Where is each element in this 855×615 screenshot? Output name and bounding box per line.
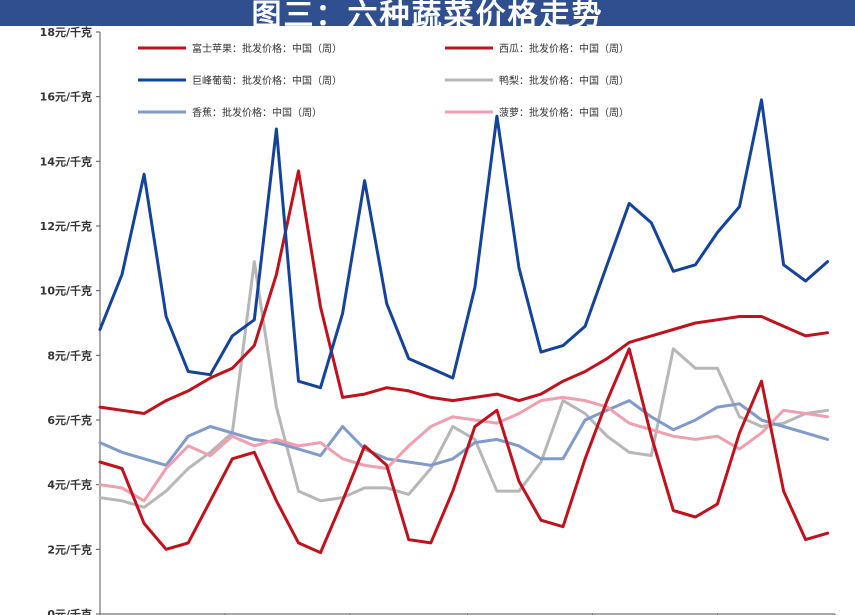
legend-label: 香蕉：批发价格：中国（周）: [192, 106, 322, 119]
y-tick-label: 12元/千克: [40, 219, 92, 233]
y-tick-label: 18元/千克: [40, 26, 92, 39]
legend-label: 富士苹果：批发价格：中国（周）: [192, 42, 342, 55]
series-line: [98, 169, 830, 415]
series-line: [98, 399, 830, 467]
chart-title-text: 图三：六种蔬菜价格走势: [251, 0, 604, 26]
chart-title: 图三：六种蔬菜价格走势: [0, 0, 855, 26]
y-tick-label: 8元/千克: [47, 348, 92, 362]
y-tick-label: 6元/千克: [47, 413, 92, 427]
chart-area: 0元/千克 2元/千克 4元/千克 6元/千克 8元/千克 10元/千克 12元/千克 14元…: [0, 26, 855, 615]
y-tick-label: 14元/千克: [40, 154, 92, 168]
y-tick-label: 10元/千克: [40, 284, 92, 298]
y-tick-label: 4元/千克: [47, 478, 92, 492]
series-line: [98, 260, 830, 509]
y-tick-label: 0元/千克: [47, 607, 92, 615]
legend: 富士苹果：批发价格：中国（周） 西瓜：批发价格：中国（周） 巨峰葡萄：批发价格：中国…: [138, 42, 629, 119]
y-axis-ticks: 0元/千克 2元/千克 4元/千克 6元/千克 8元/千克 10元/千克 12元/千克 14元…: [40, 26, 100, 615]
legend-label: 巨峰葡萄：批发价格：中国（周）: [192, 74, 342, 87]
y-tick-label: 2元/千克: [47, 542, 92, 556]
y-tick-label: 16元/千克: [40, 90, 92, 104]
series-line: [98, 395, 830, 503]
series-line: [98, 347, 830, 555]
legend-label: 鸭梨：批发价格：中国（周）: [499, 74, 629, 87]
legend-label: 西瓜：批发价格：中国（周）: [499, 42, 629, 55]
series-lines: [98, 98, 830, 555]
line-chart: 0元/千克 2元/千克 4元/千克 6元/千克 8元/千克 10元/千克 12元/千克 14元…: [40, 26, 836, 615]
legend-label: 菠萝：批发价格：中国（周）: [499, 106, 629, 119]
series-line: [98, 98, 830, 390]
